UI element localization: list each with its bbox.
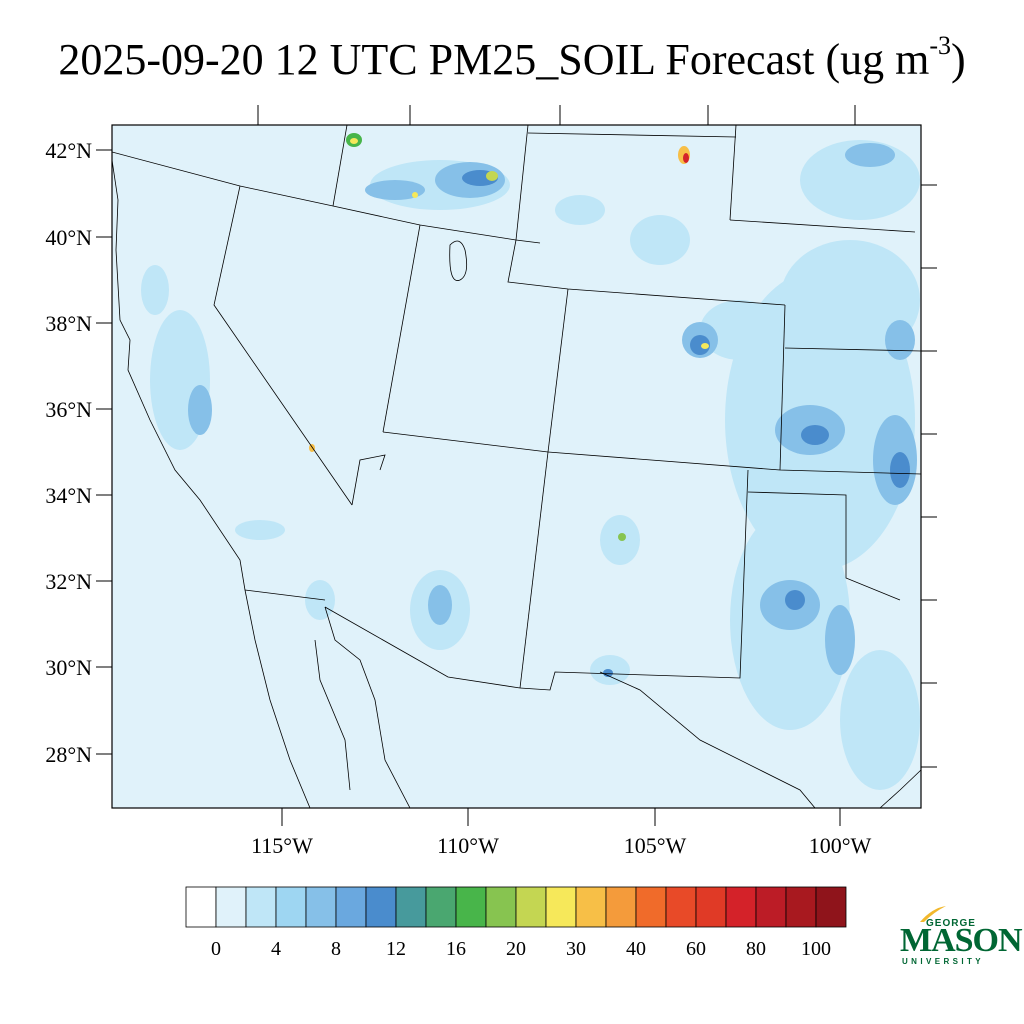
colorbar-swatch (395, 886, 427, 928)
colorbar-label: 40 (626, 938, 646, 960)
colorbar-swatch (215, 886, 247, 928)
colorbar-swatch (305, 886, 337, 928)
colorbar-label: 60 (686, 938, 706, 960)
colorbar-labels: 0 4 8 12 16 20 30 40 60 80 100 (211, 938, 831, 960)
concentration-field (141, 133, 920, 790)
lat-label: 30°N (45, 655, 92, 680)
gmu-logo: GEORGE MASON UNIVERSITY (896, 900, 1023, 970)
colorbar-label: 100 (801, 938, 831, 960)
lat-label: 40°N (45, 225, 92, 250)
colorbar-swatch (605, 886, 637, 928)
swoosh-icon (920, 906, 946, 922)
logo-line2: MASON (900, 922, 1023, 959)
colorbar-label: 8 (331, 938, 341, 960)
lat-label: 36°N (45, 397, 92, 422)
lon-label: 115°W (251, 833, 313, 858)
lon-label: 105°W (624, 833, 687, 858)
map-title: 2025-09-20 12 UTC PM25_SOIL Forecast (ug… (58, 31, 966, 84)
colorbar-swatch (755, 886, 787, 928)
colorbar-swatch (335, 886, 367, 928)
colorbar-label: 80 (746, 938, 766, 960)
tick-marks (96, 105, 937, 826)
colorbar-swatch (635, 886, 667, 928)
lat-label: 42°N (45, 138, 92, 163)
lon-label: 110°W (437, 833, 499, 858)
colorbar-swatch (425, 886, 457, 928)
colorbar-label: 12 (386, 938, 406, 960)
colorbar-swatch (695, 886, 727, 928)
colorbar (185, 886, 847, 928)
boundary-lines (112, 125, 921, 808)
map-frame (111, 124, 922, 809)
colorbar-label: 20 (506, 938, 526, 960)
colorbar-swatch (275, 886, 307, 928)
lat-label: 28°N (45, 742, 92, 767)
colorbar-swatch (185, 886, 217, 928)
lat-label: 38°N (45, 311, 92, 336)
colorbar-swatch (485, 886, 517, 928)
colorbar-swatch (245, 886, 277, 928)
colorbar-label: 4 (271, 938, 281, 960)
colorbar-swatch (365, 886, 397, 928)
colorbar-label: 0 (211, 938, 221, 960)
lon-label: 100°W (809, 833, 872, 858)
colorbar-swatch (785, 886, 817, 928)
colorbar-swatch (575, 886, 607, 928)
colorbar-swatch (815, 886, 847, 928)
colorbar-swatch (515, 886, 547, 928)
colorbar-swatch (725, 886, 757, 928)
logo-line1: GEORGE (926, 918, 976, 929)
colorbar-swatch (545, 886, 577, 928)
colorbar-swatch (665, 886, 697, 928)
colorbar-label: 30 (566, 938, 586, 960)
lat-label: 32°N (45, 569, 92, 594)
lat-label: 34°N (45, 483, 92, 508)
colorbar-label: 16 (446, 938, 466, 960)
logo-line3: UNIVERSITY (902, 957, 985, 966)
colorbar-swatch (455, 886, 487, 928)
